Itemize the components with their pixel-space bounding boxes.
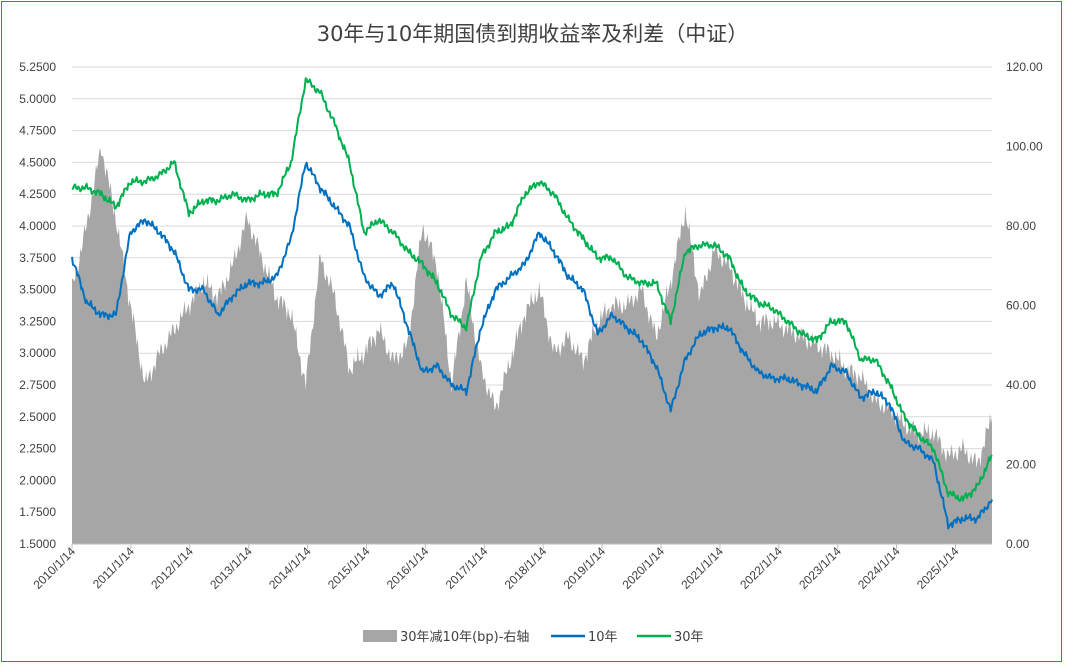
left-axis-tick-label: 5.2500 — [19, 60, 56, 74]
spread-area-layer — [72, 147, 992, 544]
x-axis-tick-label: 2015/1/14 — [325, 544, 373, 592]
left-axis-tick-label: 1.7500 — [19, 505, 56, 519]
right-axis-tick-label: 120.00 — [1006, 60, 1043, 74]
right-axis-tick-label: 80.00 — [1006, 219, 1036, 233]
left-axis-tick-labels: 1.5000 1.7500 2.0000 2.2500 2.5000 2.7500 3.00… — [19, 60, 56, 551]
x-axis-tick-label: 2025/1/14 — [914, 544, 962, 592]
chart-title: 30年与10年期国债到期收益率及利差（中证） — [316, 22, 749, 46]
legend-label-10y: 10年 — [588, 630, 618, 645]
x-axis-tick-label: 2012/1/14 — [148, 544, 196, 592]
right-axis-tick-label: 0.00 — [1006, 537, 1030, 551]
yield-lines-layer — [71, 77, 993, 530]
series-line-10y — [71, 161, 993, 530]
x-axis-tick-labels: 2010/1/14 2011/1/14 2012/1/14 2013/1/14 2014… — [30, 544, 961, 592]
left-axis-tick-label: 4.7500 — [19, 124, 56, 138]
x-axis-tick-label: 2020/1/14 — [619, 544, 667, 592]
x-axis-tick-label: 2018/1/14 — [502, 544, 550, 592]
x-axis-tick-label: 2023/1/14 — [796, 544, 844, 592]
series-line-30y — [71, 77, 993, 502]
legend-swatch-spread — [363, 630, 397, 642]
left-axis-tick-label: 1.5000 — [19, 537, 56, 551]
left-axis-tick-label: 3.2500 — [19, 314, 56, 328]
x-axis-tick-label: 2010/1/14 — [30, 544, 78, 592]
left-axis-tick-label: 4.5000 — [19, 155, 56, 169]
spread-area — [72, 147, 992, 544]
legend-label-30y: 30年 — [674, 630, 704, 645]
x-axis-tick-label: 2019/1/14 — [561, 544, 609, 592]
legend: 30年减10年(bp)-右轴 10年 30年 — [363, 630, 704, 645]
legend-label-spread: 30年减10年(bp)-右轴 — [400, 630, 529, 645]
left-axis-tick-label: 3.7500 — [19, 251, 56, 265]
right-axis-tick-label: 60.00 — [1006, 299, 1036, 313]
x-axis-tick-label: 2014/1/14 — [266, 544, 314, 592]
x-axis-tick-label: 2016/1/14 — [384, 544, 432, 592]
x-axis-tick-label: 2021/1/14 — [678, 544, 726, 592]
x-axis-tick-label: 2022/1/14 — [737, 544, 785, 592]
x-axis-tick-label: 2024/1/14 — [855, 544, 903, 592]
right-axis-tick-labels: 0.00 20.00 40.00 60.00 80.00 100.00 120.00 — [1006, 60, 1043, 551]
left-axis-tick-label: 3.0000 — [19, 346, 56, 360]
left-axis-tick-label: 2.2500 — [19, 442, 56, 456]
left-axis-tick-label: 4.0000 — [19, 219, 56, 233]
right-axis-tick-label: 100.00 — [1006, 140, 1043, 154]
x-axis-tick-label: 2013/1/14 — [207, 544, 255, 592]
left-axis-tick-label: 2.5000 — [19, 410, 56, 424]
left-axis-tick-label: 5.0000 — [19, 92, 56, 106]
left-axis-tick-label: 2.0000 — [19, 473, 56, 487]
right-axis-tick-label: 40.00 — [1006, 378, 1036, 392]
right-axis-tick-label: 20.00 — [1006, 458, 1036, 472]
x-axis-tick-label: 2017/1/14 — [443, 544, 491, 592]
x-axis-tick-label: 2011/1/14 — [90, 544, 137, 591]
left-axis-tick-label: 3.5000 — [19, 283, 56, 297]
left-axis-tick-label: 2.7500 — [19, 378, 56, 392]
left-axis-tick-label: 4.2500 — [19, 187, 56, 201]
